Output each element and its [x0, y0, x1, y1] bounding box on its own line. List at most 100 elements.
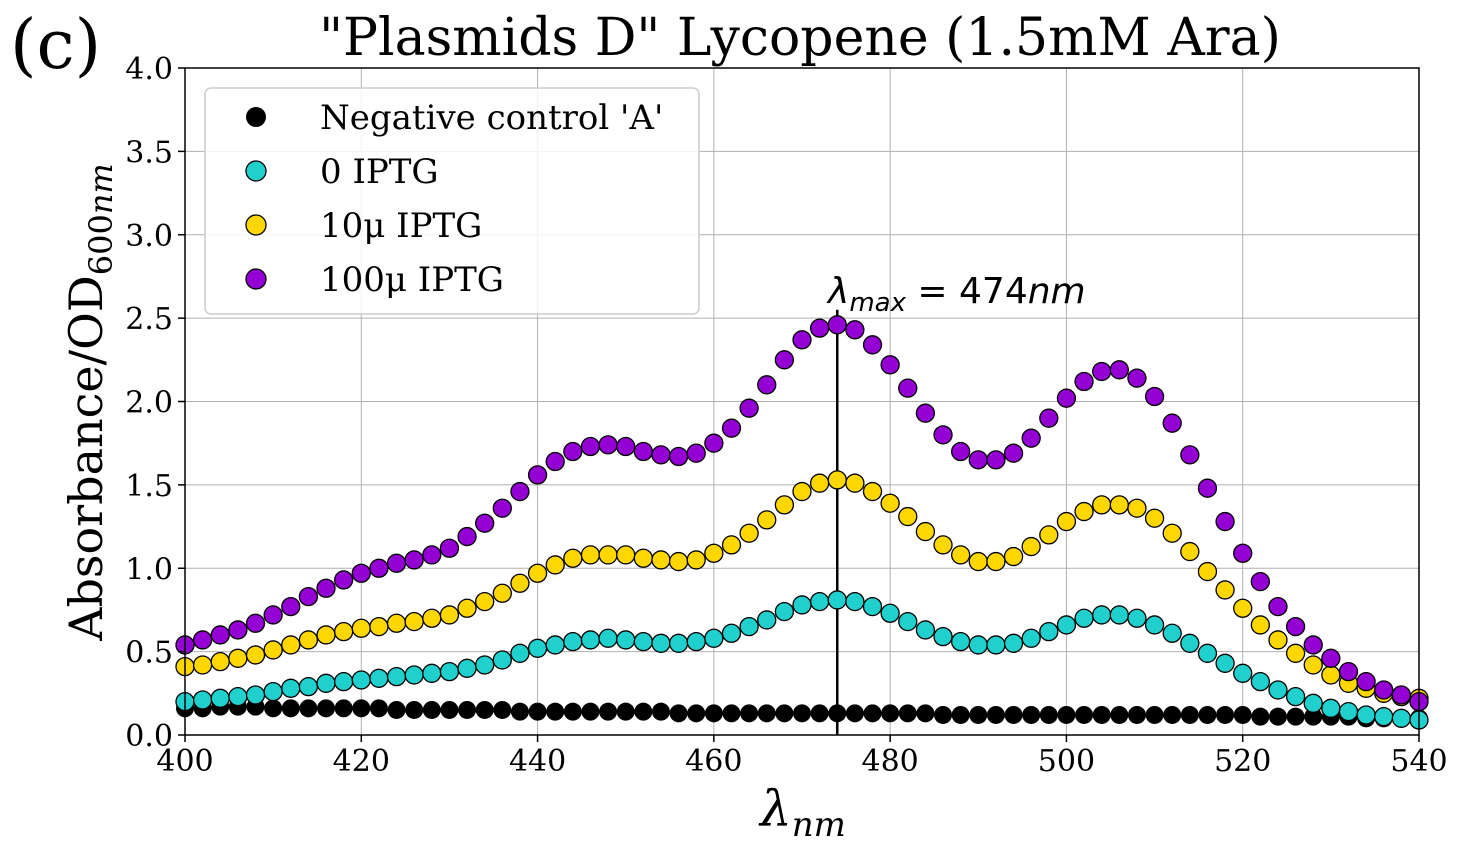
data-point	[281, 678, 301, 698]
data-point	[457, 598, 477, 618]
data-point	[880, 493, 900, 513]
data-point	[704, 628, 724, 648]
data-point	[1021, 428, 1041, 448]
x-tick-label: 440	[509, 744, 566, 779]
legend-label: 0 IPTG	[320, 152, 439, 192]
data-point	[1356, 671, 1376, 692]
data-point	[281, 596, 301, 617]
data-point	[721, 535, 742, 555]
legend-label: Negative control 'A'	[320, 98, 663, 138]
data-point	[651, 445, 671, 465]
data-point	[317, 699, 336, 718]
data-point	[1056, 388, 1077, 408]
data-point	[1163, 705, 1182, 724]
data-point	[563, 702, 582, 721]
data-point	[845, 320, 865, 340]
data-point	[439, 605, 460, 625]
data-point	[1374, 707, 1394, 727]
data-point	[686, 631, 706, 652]
data-point	[739, 523, 759, 543]
data-point	[1144, 386, 1165, 407]
data-point	[668, 446, 689, 467]
panel-label: (c)	[10, 6, 101, 85]
data-point	[1215, 653, 1235, 673]
data-point	[809, 318, 830, 338]
data-point	[1075, 705, 1094, 724]
data-point	[545, 635, 565, 655]
data-point	[263, 605, 283, 625]
data-point	[1197, 643, 1218, 663]
data-point	[1250, 671, 1270, 692]
data-point	[1074, 501, 1094, 522]
data-point	[774, 601, 795, 622]
data-point	[880, 355, 900, 375]
data-point	[245, 645, 266, 665]
legend-marker	[245, 214, 267, 236]
data-point	[563, 631, 583, 652]
data-point	[1251, 707, 1270, 726]
data-point	[774, 350, 795, 370]
data-point	[510, 573, 530, 593]
data-point	[775, 704, 794, 723]
data-point	[1056, 615, 1077, 635]
data-point	[687, 704, 706, 723]
data-point	[598, 545, 618, 565]
data-point	[404, 665, 424, 685]
data-point	[1021, 628, 1041, 648]
data-point	[334, 671, 354, 692]
data-point	[1233, 543, 1253, 563]
data-point	[934, 705, 953, 724]
data-point	[1250, 615, 1270, 635]
data-point	[1109, 495, 1129, 515]
data-point	[1162, 413, 1182, 433]
data-point	[1092, 361, 1112, 382]
data-point	[299, 699, 318, 718]
data-point	[686, 550, 706, 570]
data-point	[986, 705, 1005, 724]
data-point	[580, 545, 601, 565]
data-point	[968, 635, 988, 655]
data-point	[263, 640, 283, 660]
data-point	[951, 631, 971, 652]
data-point	[1198, 705, 1217, 724]
data-point	[475, 655, 495, 675]
data-point	[281, 699, 300, 718]
data-point	[458, 700, 477, 719]
data-point	[1180, 633, 1200, 653]
lambda-max-annotation: λmax = 474nm	[826, 271, 1086, 318]
data-point	[1268, 680, 1288, 700]
data-point	[264, 699, 283, 718]
data-point	[351, 618, 371, 638]
data-point	[263, 681, 283, 702]
data-point	[545, 451, 565, 472]
data-point	[969, 705, 988, 724]
data-point	[422, 608, 442, 628]
data-point	[1127, 498, 1147, 518]
data-point	[598, 435, 618, 455]
data-point	[651, 633, 671, 653]
data-point	[721, 623, 742, 643]
data-point	[633, 631, 653, 652]
data-point	[915, 521, 936, 542]
data-point	[1303, 655, 1323, 675]
data-point	[862, 596, 883, 617]
data-point	[774, 495, 795, 515]
data-point	[457, 658, 477, 678]
data-point	[1391, 708, 1412, 728]
data-point	[616, 545, 636, 565]
data-point	[1144, 508, 1165, 528]
data-point	[1092, 495, 1112, 515]
data-point	[369, 558, 389, 578]
data-point	[793, 704, 811, 723]
data-point	[1180, 445, 1200, 465]
data-point	[1303, 693, 1323, 713]
data-point	[1057, 705, 1076, 724]
data-point	[1197, 561, 1218, 582]
data-point	[1109, 605, 1129, 625]
data-point	[493, 700, 512, 719]
data-point	[581, 702, 600, 721]
data-point	[1268, 707, 1287, 726]
y-tick-label: 1.0	[125, 552, 173, 587]
data-point	[951, 705, 970, 724]
data-point	[968, 450, 988, 470]
